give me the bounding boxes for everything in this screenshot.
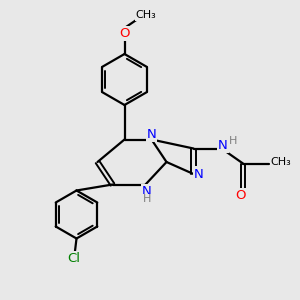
Text: N: N xyxy=(194,167,204,181)
Text: H: H xyxy=(229,136,237,146)
Text: O: O xyxy=(119,27,130,40)
Text: N: N xyxy=(218,139,228,152)
Text: N: N xyxy=(147,128,156,141)
Text: CH₃: CH₃ xyxy=(136,10,157,20)
Text: CH₃: CH₃ xyxy=(271,157,292,167)
Text: N: N xyxy=(142,184,152,198)
Text: Cl: Cl xyxy=(68,252,81,266)
Text: H: H xyxy=(143,194,151,205)
Text: O: O xyxy=(236,189,246,203)
